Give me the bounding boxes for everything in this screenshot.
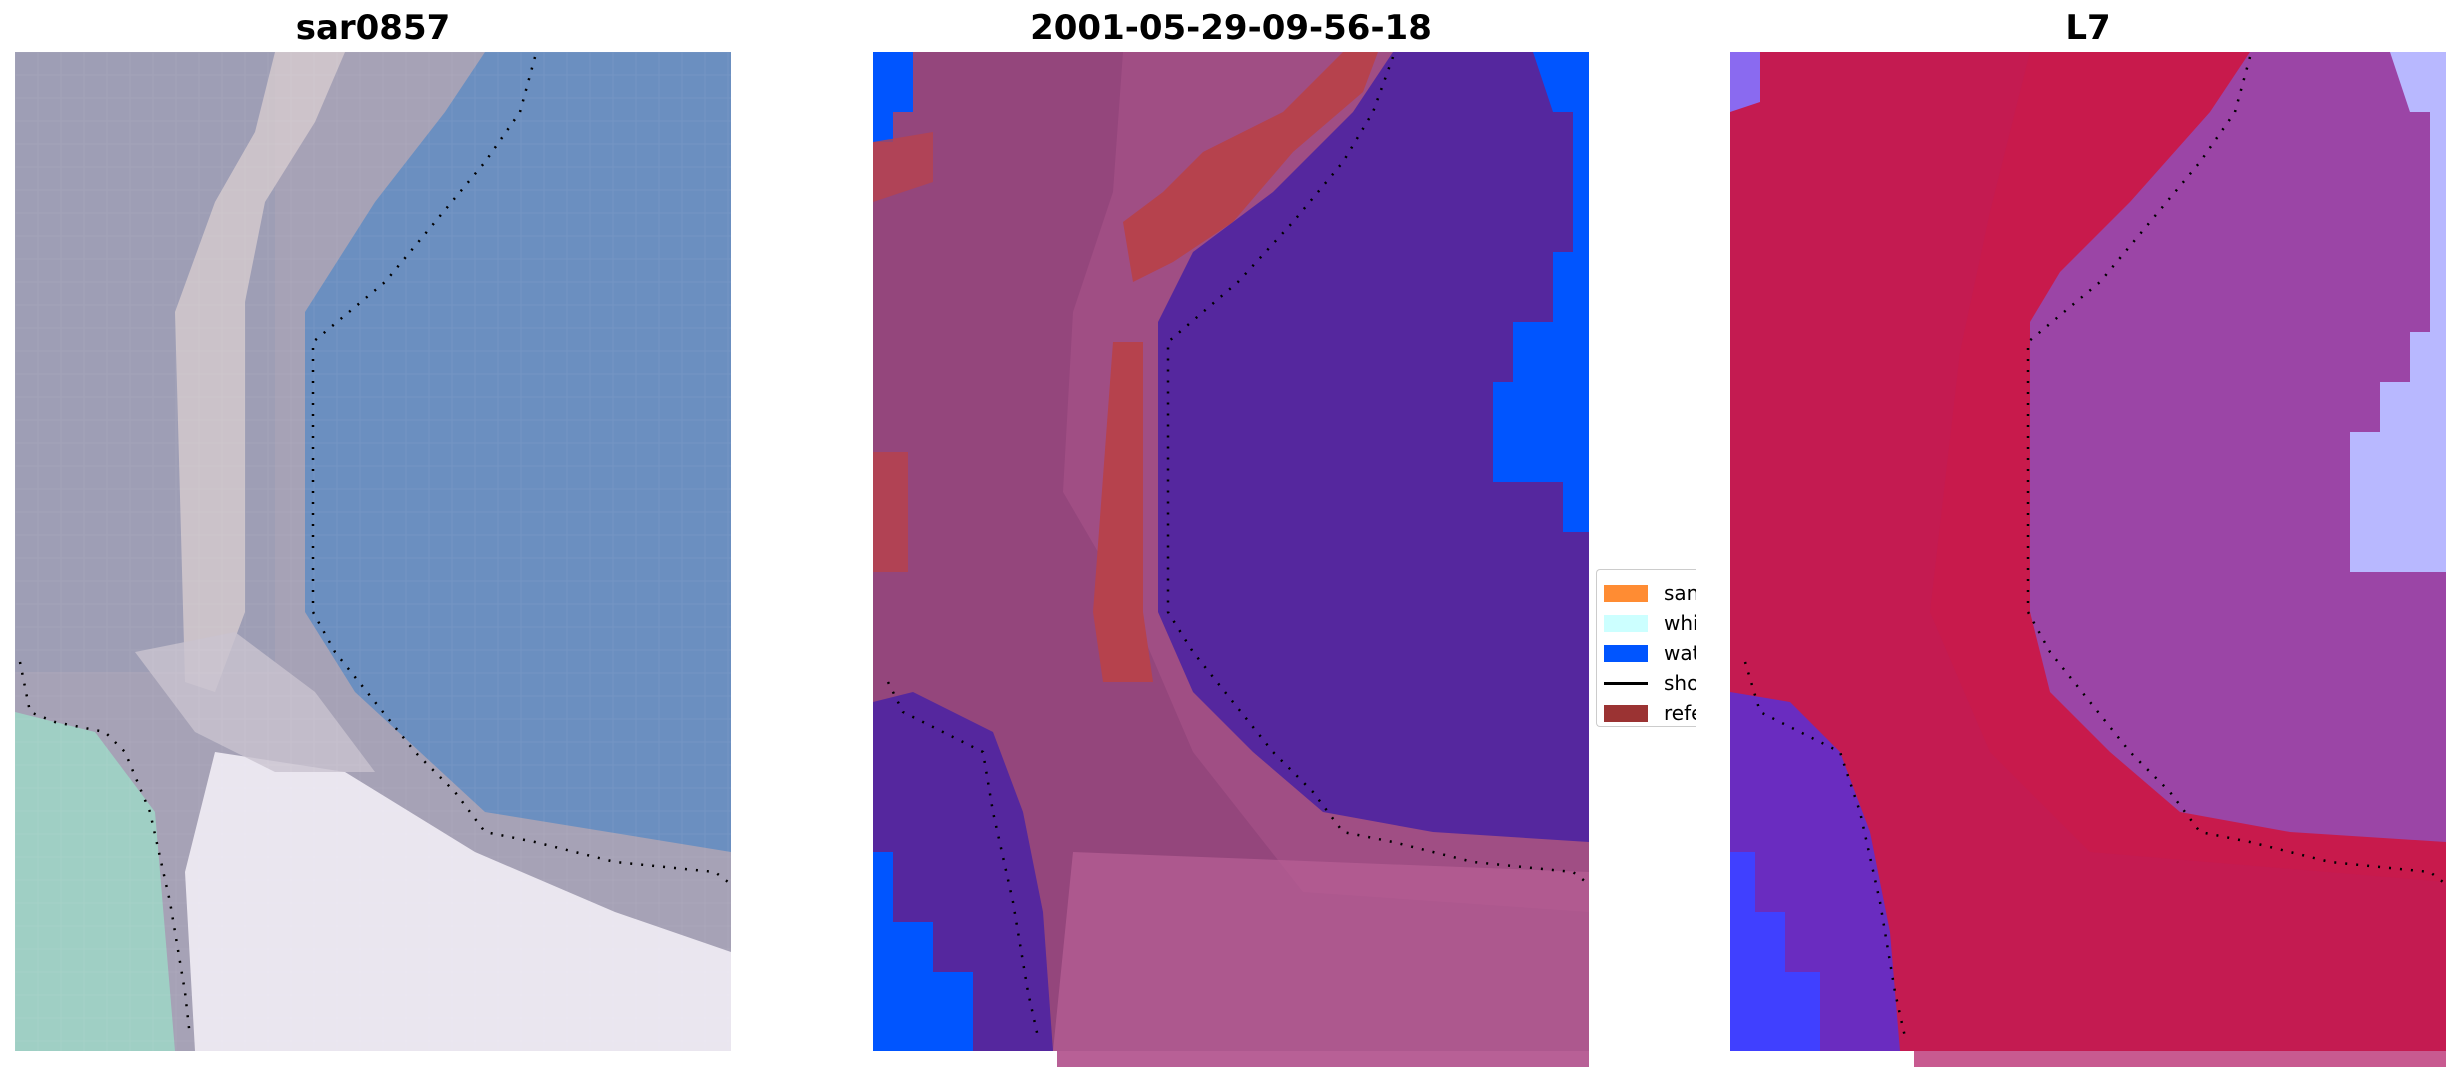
water-area [2030, 52, 2446, 842]
mndwi-bottom-strip [1914, 1051, 2446, 1067]
classified-image-panel [873, 52, 1589, 1051]
blue-water-topleft [1730, 52, 1760, 112]
legend-label: whitewater [1664, 611, 1696, 635]
reference-column [1093, 342, 1153, 682]
shoreline-west [18, 661, 192, 1038]
shoreline [1166, 56, 1587, 883]
legend-item-whitewater: whitewater [1597, 608, 1696, 638]
blue-water-left [1730, 852, 1820, 1051]
reference-topleft [873, 132, 933, 202]
water-edge-right [1493, 52, 1589, 532]
reference-band [1123, 52, 1378, 282]
deep-water [1158, 52, 1589, 842]
shoreline [311, 56, 729, 883]
water-left-top [873, 52, 913, 142]
legend-label: water [1664, 641, 1696, 665]
light-water [2350, 52, 2446, 572]
shoreline-swatch [1604, 681, 1648, 685]
classified-bottom-strip [1057, 1051, 1589, 1067]
mndwi-image-panel [1730, 52, 2446, 1051]
whitewater-swatch [1604, 614, 1648, 632]
legend-label: shoreline [1664, 671, 1696, 695]
legend-item-shoreline: shoreline [1597, 668, 1696, 698]
panel-title-classified: 2001-05-29-09-56-18 [1030, 8, 1432, 48]
water-left-bottom [873, 852, 973, 1051]
shoreline-west [886, 681, 1040, 1038]
legend-label: reference [1664, 701, 1696, 725]
legend: sand whitewater water shoreline referenc… [1596, 569, 1696, 727]
reference-swatch [1604, 704, 1648, 722]
panel-title-rgb: sar0857 [295, 8, 451, 48]
legend-label: sand [1664, 581, 1696, 605]
shoreline [2026, 56, 2444, 883]
legend-item-reference: reference [1597, 698, 1696, 726]
legend-item-water: water [1597, 638, 1696, 668]
panel-title-mndwi: L7 [2065, 8, 2111, 48]
reference-left [873, 452, 908, 572]
water-swatch [1604, 644, 1648, 662]
rgb-image-panel [15, 52, 731, 1051]
legend-item-sand: sand [1597, 578, 1696, 608]
sand-swatch [1604, 584, 1648, 602]
